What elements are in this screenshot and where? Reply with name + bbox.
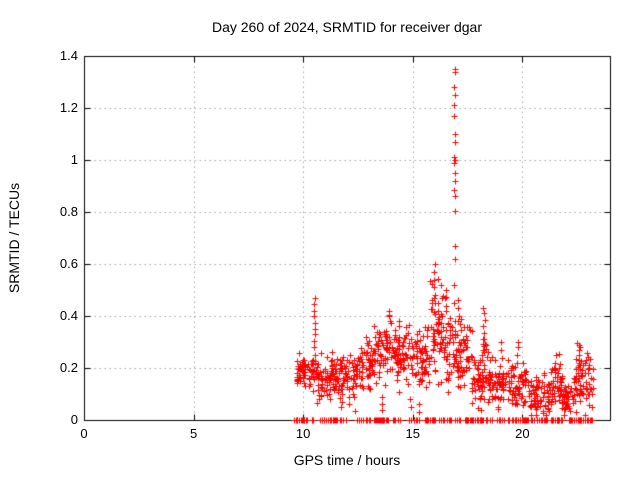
x-tick-label: 15 bbox=[405, 426, 420, 441]
chart-title: Day 260 of 2024, SRMTID for receiver dga… bbox=[211, 19, 482, 35]
x-tick-label: 10 bbox=[295, 426, 311, 441]
x-tick-label: 20 bbox=[515, 426, 530, 441]
y-tick-label: 0 bbox=[70, 412, 78, 427]
x-tick-label: 0 bbox=[80, 426, 88, 441]
y-tick-label: 1.2 bbox=[59, 100, 78, 115]
x-tick-label: 5 bbox=[189, 426, 198, 441]
y-tick-label: 0.6 bbox=[59, 256, 78, 271]
y-tick-label: 1.4 bbox=[59, 48, 78, 63]
x-axis-label: GPS time / hours bbox=[293, 452, 401, 468]
y-tick-label: 1 bbox=[70, 152, 78, 167]
y-tick-label: 0.8 bbox=[59, 204, 78, 219]
y-tick-label: 0.2 bbox=[59, 360, 78, 375]
y-tick-label: 0.4 bbox=[59, 308, 78, 323]
y-axis-label: SRMTID / TECUs bbox=[6, 182, 22, 294]
